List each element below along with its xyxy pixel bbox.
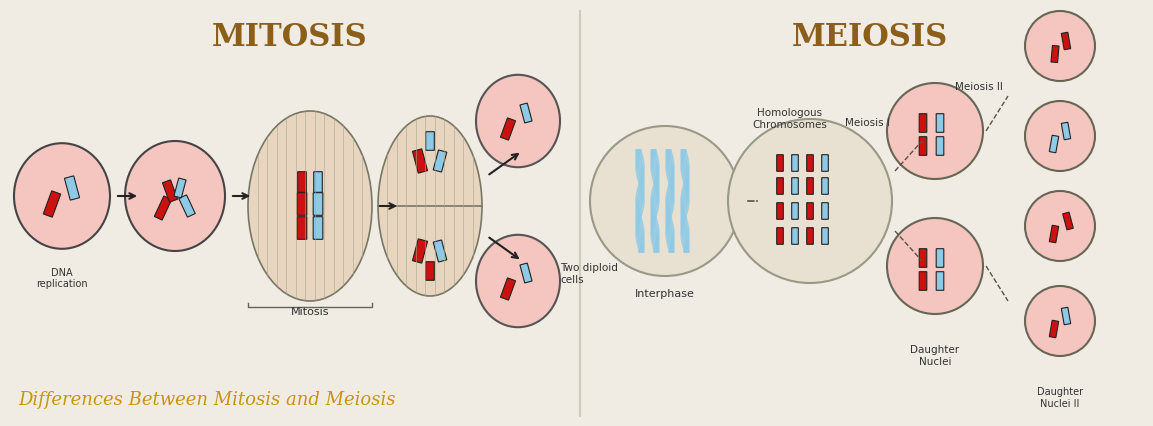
FancyBboxPatch shape [807,203,813,220]
Text: Homologous
Chromosomes: Homologous Chromosomes [753,108,828,130]
FancyBboxPatch shape [297,172,307,193]
Text: Interphase: Interphase [635,288,695,298]
FancyBboxPatch shape [155,196,172,220]
FancyBboxPatch shape [1049,136,1058,153]
FancyBboxPatch shape [520,104,532,124]
FancyBboxPatch shape [174,178,186,199]
FancyBboxPatch shape [822,228,828,245]
FancyBboxPatch shape [1063,213,1073,230]
Text: Daughter
Nuclei: Daughter Nuclei [911,344,959,366]
FancyBboxPatch shape [777,178,783,195]
Ellipse shape [590,127,740,276]
FancyBboxPatch shape [434,240,446,262]
FancyBboxPatch shape [413,239,428,263]
FancyBboxPatch shape [919,137,927,156]
FancyBboxPatch shape [822,155,828,172]
FancyBboxPatch shape [936,115,944,133]
FancyBboxPatch shape [777,203,783,220]
FancyBboxPatch shape [65,176,80,201]
Ellipse shape [887,84,984,180]
FancyBboxPatch shape [314,193,323,216]
FancyBboxPatch shape [179,196,195,218]
FancyBboxPatch shape [936,137,944,156]
FancyBboxPatch shape [1062,123,1071,141]
FancyBboxPatch shape [777,155,783,172]
Ellipse shape [476,235,560,328]
FancyBboxPatch shape [822,203,828,220]
FancyBboxPatch shape [520,263,532,283]
Ellipse shape [14,144,110,249]
FancyBboxPatch shape [413,150,428,174]
Text: MEIOSIS: MEIOSIS [792,22,948,53]
FancyBboxPatch shape [792,228,798,245]
FancyBboxPatch shape [792,155,798,172]
Ellipse shape [1025,192,1095,262]
Text: Mitosis: Mitosis [291,306,330,316]
FancyBboxPatch shape [297,217,307,240]
Text: Meiosis II: Meiosis II [955,82,1003,92]
Ellipse shape [887,219,984,314]
Ellipse shape [728,120,892,283]
Text: Meiosis I: Meiosis I [845,118,890,128]
FancyBboxPatch shape [919,115,927,133]
Text: Differences Between Mitosis and Meiosis: Differences Between Mitosis and Meiosis [18,390,395,408]
FancyBboxPatch shape [44,191,61,218]
FancyBboxPatch shape [919,249,927,268]
FancyBboxPatch shape [425,262,435,281]
FancyBboxPatch shape [822,178,828,195]
Ellipse shape [125,142,225,251]
FancyBboxPatch shape [314,217,323,240]
Text: DNA
replication: DNA replication [36,267,88,289]
FancyBboxPatch shape [807,228,813,245]
FancyBboxPatch shape [1062,33,1071,51]
FancyBboxPatch shape [1052,46,1058,63]
FancyBboxPatch shape [777,228,783,245]
Text: MITOSIS: MITOSIS [212,22,368,53]
Ellipse shape [1025,286,1095,356]
FancyBboxPatch shape [500,278,515,300]
FancyBboxPatch shape [1049,226,1058,243]
FancyBboxPatch shape [807,178,813,195]
Ellipse shape [476,76,560,168]
FancyBboxPatch shape [807,155,813,172]
Ellipse shape [1025,12,1095,82]
Ellipse shape [248,112,372,301]
FancyBboxPatch shape [500,119,515,141]
FancyBboxPatch shape [314,172,323,193]
FancyBboxPatch shape [425,132,435,151]
FancyBboxPatch shape [919,272,927,291]
FancyBboxPatch shape [936,249,944,268]
FancyBboxPatch shape [1049,320,1058,338]
FancyBboxPatch shape [792,203,798,220]
FancyBboxPatch shape [936,272,944,291]
Text: Two diploid
cells: Two diploid cells [560,262,618,284]
FancyBboxPatch shape [434,151,446,173]
Ellipse shape [1025,102,1095,172]
Text: Daughter
Nuclei II: Daughter Nuclei II [1037,386,1083,408]
FancyBboxPatch shape [163,181,178,203]
FancyBboxPatch shape [297,193,307,216]
Ellipse shape [378,117,482,296]
FancyBboxPatch shape [792,178,798,195]
FancyBboxPatch shape [1062,308,1071,325]
